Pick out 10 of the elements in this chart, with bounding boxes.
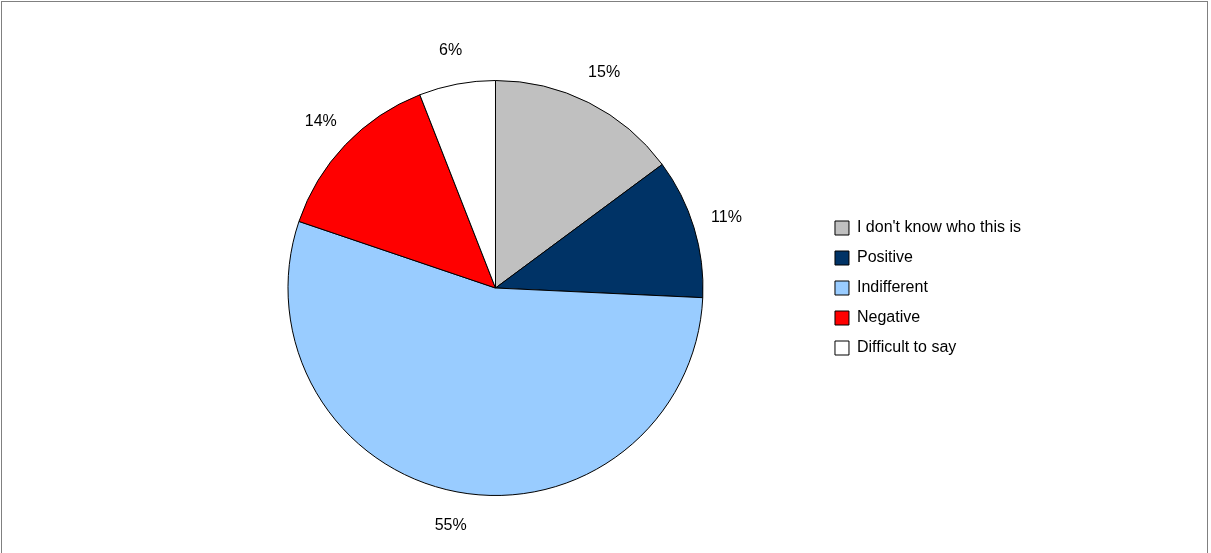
legend-label: Negative [856, 308, 921, 326]
legend-label: Positive [856, 248, 914, 266]
data-label: 11% [711, 208, 742, 226]
data-label: 55% [434, 515, 467, 533]
legend-label: Indifferent [856, 278, 929, 296]
data-label: 14% [304, 111, 337, 129]
data-label: 15% [588, 62, 621, 80]
data-label: 6% [439, 41, 463, 59]
legend-label: I don't know who this is [856, 218, 1022, 236]
legend-label: Difficult to say [856, 338, 957, 356]
